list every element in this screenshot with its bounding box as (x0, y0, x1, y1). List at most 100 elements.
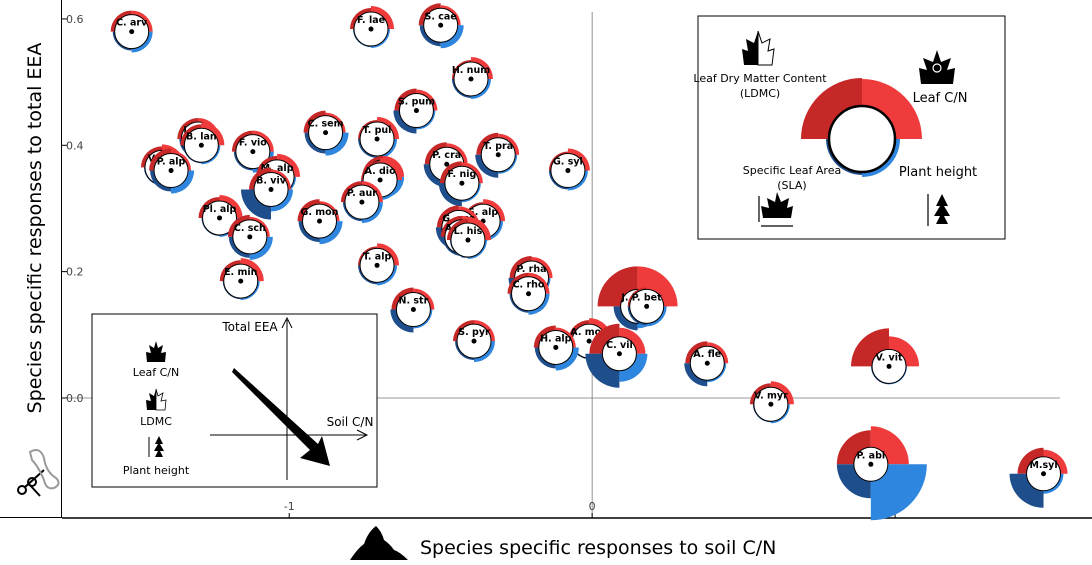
data-point (868, 461, 874, 467)
data-point (217, 215, 223, 221)
data-point (377, 177, 383, 183)
data-point (413, 108, 419, 114)
leaf-icon (146, 341, 166, 362)
data-point (495, 152, 501, 158)
data-point (444, 161, 450, 167)
y-tick-label: 0.2 (66, 266, 84, 279)
point-label: T. pul (363, 125, 392, 136)
x-tick-label: 0 (589, 500, 596, 513)
point-label: S. alp (468, 207, 498, 218)
data-point (317, 218, 322, 224)
point-label: N. str (399, 296, 429, 307)
point-label: T. pra (483, 141, 513, 152)
data-point (268, 187, 274, 193)
species-glyph (627, 284, 669, 327)
point-label: F. nig (447, 169, 476, 180)
legend-height-label: Plant height (899, 165, 977, 180)
data-point (198, 142, 204, 148)
legend-total-eea-label: Total EEA (221, 320, 278, 334)
x-axis-title: Species specific responses to soil C/N (420, 537, 777, 559)
y-tick-label: 0.6 (66, 13, 84, 26)
data-point (359, 199, 365, 205)
species-glyph (453, 320, 495, 363)
point-label: Pl. alp (203, 204, 237, 215)
point-label: C. vil (606, 340, 633, 351)
data-point (526, 291, 532, 297)
point-label: A. mon (570, 327, 608, 338)
legend-glyph (801, 78, 922, 177)
point-label: T. alp (363, 251, 392, 262)
point-label: P. aur (347, 188, 377, 199)
point-label: P. abi (857, 450, 886, 461)
legend-leafcn-label: Leaf C/N (913, 91, 968, 106)
legend-right: Leaf Dry Matter Content (LDMC) Leaf C/N … (693, 15, 1006, 240)
data-point (565, 168, 571, 174)
point-label: P. rha (517, 264, 547, 275)
point-label: P. cra (432, 150, 461, 161)
point-label: G. syl (553, 157, 583, 168)
data-point (250, 149, 256, 155)
species-glyph (241, 167, 294, 220)
species-glyph (749, 381, 794, 424)
data-point (459, 180, 465, 186)
point-label: S. pyr (458, 327, 490, 338)
point-label: C. sch (234, 223, 266, 234)
species-glyph (836, 426, 927, 521)
y-axis-label-panel: Species specific responses to total EEA (0, 0, 62, 518)
species-glyph (350, 6, 394, 49)
point-label: M. alp (261, 163, 294, 174)
data-point (886, 363, 892, 369)
data-point (553, 344, 559, 350)
species-glyph (110, 10, 153, 53)
plant-height-icon (148, 436, 164, 457)
data-point (586, 338, 592, 344)
data-point (247, 234, 253, 240)
point-label: B. lan (186, 131, 217, 142)
point-label: A. fle (693, 349, 721, 360)
y-tick-label: 0.0 (66, 392, 84, 405)
point-label: C. arv (116, 18, 148, 29)
data-point (616, 351, 622, 357)
point-label: H. num (452, 65, 490, 76)
plant-height-icon (927, 194, 950, 226)
point-label: P. bet (632, 292, 662, 303)
data-point (644, 303, 650, 309)
legend-ldmc-label: Leaf Dry Matter Content (693, 72, 827, 85)
soil-icon (350, 526, 408, 560)
point-label: A. dio (365, 166, 397, 177)
species-glyph (1009, 447, 1068, 508)
data-point (704, 360, 710, 366)
point-label: C. rho (513, 280, 545, 291)
point-label: E. min (224, 267, 258, 278)
data-point (374, 136, 380, 142)
point-label: V. vit (876, 352, 903, 363)
point-label: S. pum (398, 97, 435, 108)
legend-left: Total EEA Soil C/N Leaf C/N LDMC Plant h… (91, 313, 378, 488)
species-glyph (358, 243, 400, 286)
point-label: F. vio (239, 138, 267, 149)
legend-ldmc-abbr: (LDMC) (740, 87, 780, 100)
legend-soil-cn-label: Soil C/N (327, 415, 374, 429)
sla-leaf-icon (758, 192, 793, 227)
glyph-circle (827, 104, 897, 174)
data-point (323, 130, 329, 136)
data-point (465, 237, 471, 243)
data-point (168, 168, 174, 174)
x-tick-label: -1 (284, 500, 295, 513)
data-point (768, 401, 774, 407)
point-label: V. myr (754, 390, 788, 401)
point-label: G. mon (301, 207, 339, 218)
point-label: S. cae (425, 11, 457, 22)
data-point (368, 26, 374, 32)
point-label: P. alp (157, 157, 186, 168)
leaf-cn-icon (919, 50, 955, 84)
data-point (129, 29, 135, 35)
legend-left-ldmc: LDMC (140, 415, 172, 428)
legend-left-height: Plant height (123, 464, 190, 477)
data-point (468, 76, 474, 82)
y-tick-label: 0.4 (66, 139, 84, 152)
data-point (471, 338, 477, 344)
trait-wedge (870, 464, 927, 521)
